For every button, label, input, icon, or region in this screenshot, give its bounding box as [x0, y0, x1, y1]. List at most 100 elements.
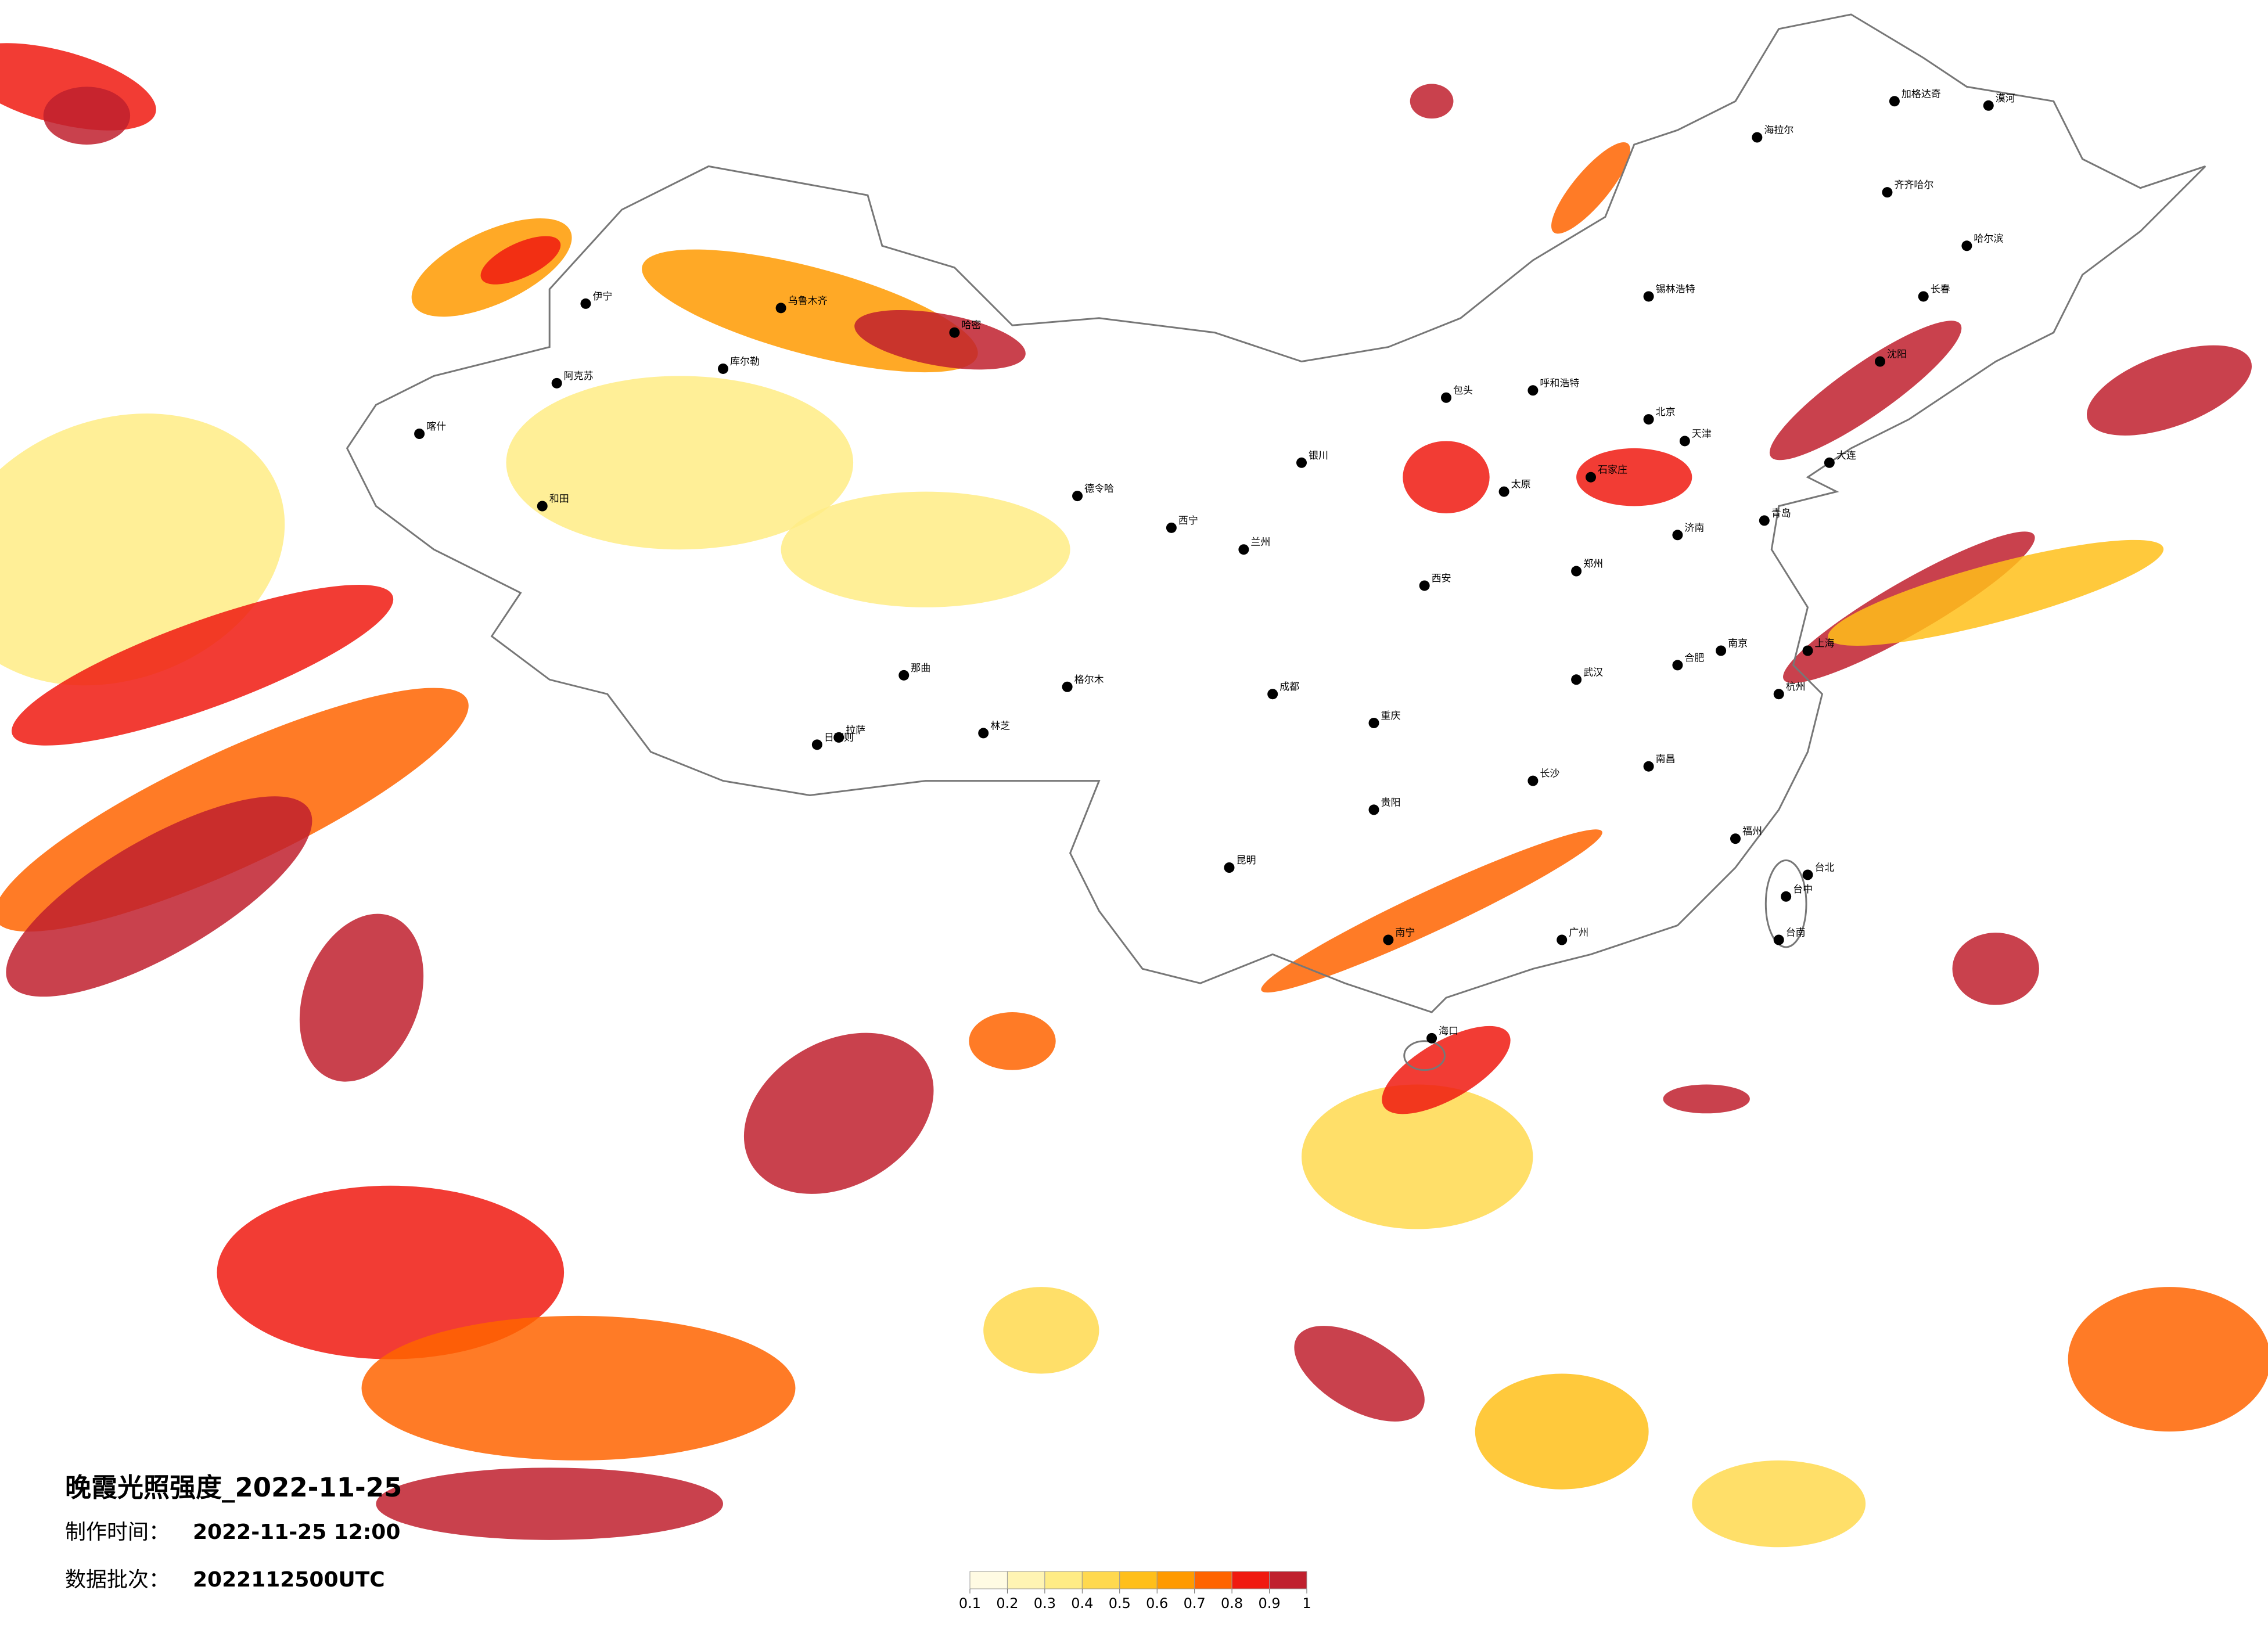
heat-patch	[1302, 1084, 1533, 1229]
heat-patch	[299, 913, 424, 1082]
city-dot	[1166, 522, 1177, 533]
city-dot	[580, 298, 591, 309]
city-dot	[1716, 645, 1727, 656]
city-dot	[1571, 674, 1582, 685]
city-label: 石家庄	[1598, 465, 1627, 476]
city-dot	[833, 732, 844, 743]
city-dot	[1759, 515, 1770, 526]
border-layer	[346, 13, 2206, 1071]
heat-patch	[1692, 1460, 1866, 1548]
city-label: 南昌	[1656, 754, 1676, 765]
city-label: 德令哈	[1084, 483, 1114, 495]
city-dot	[1875, 356, 1885, 367]
legend-swatch	[1269, 1571, 1307, 1589]
heat-patch	[506, 376, 854, 550]
city-label: 喀什	[426, 421, 446, 433]
heat-patch	[1551, 142, 1630, 234]
city-dot	[718, 363, 728, 374]
city-dot	[898, 670, 910, 681]
city-label: 格尔木	[1074, 674, 1104, 686]
city-label: 武汉	[1583, 667, 1603, 678]
city-dot	[1527, 775, 1539, 786]
city-label: 南宁	[1395, 927, 1415, 939]
city-label: 合肥	[1684, 652, 1704, 664]
city-dot	[1824, 457, 1835, 468]
city-label: 海拉尔	[1764, 125, 1793, 136]
heat-patch	[1382, 1026, 1511, 1114]
city-dot	[1679, 436, 1690, 447]
city-dot	[1586, 472, 1596, 483]
island-border	[1403, 1040, 1446, 1071]
city-dot	[1802, 869, 1813, 880]
heat-patch	[1294, 1326, 1425, 1422]
city-label: 呼和浩特	[1540, 377, 1579, 389]
city-label: 重庆	[1381, 710, 1401, 722]
heat-patch	[1828, 539, 2164, 646]
city-label: 库尔勒	[730, 356, 760, 368]
city-label: 昆明	[1237, 855, 1256, 866]
city-label: 包头	[1453, 385, 1473, 397]
city-dot	[1918, 291, 1929, 302]
heat-patch	[781, 491, 1070, 607]
city-dot	[1773, 689, 1784, 700]
legend-swatch	[1231, 1571, 1270, 1589]
city-label: 齐齐哈尔	[1894, 179, 1933, 191]
city-label: 拉萨	[846, 725, 865, 736]
legend-tick-label: 1	[1302, 1595, 1311, 1611]
heat-patch	[1769, 321, 1962, 461]
city-dot	[1419, 580, 1430, 591]
city-label: 哈密	[961, 320, 981, 332]
legend-tick-label: 0.5	[1109, 1595, 1131, 1611]
city-label: 台北	[1815, 862, 1835, 873]
heat-patch	[1410, 84, 1454, 119]
city-dot	[1961, 240, 1972, 251]
city-label: 广州	[1569, 927, 1588, 939]
island-border	[1764, 859, 1807, 948]
city-dot	[1557, 934, 1568, 945]
legend-tick-label: 0.6	[1146, 1595, 1168, 1611]
city-label: 锡林浩特	[1656, 283, 1695, 295]
legend-tick-label: 0.4	[1071, 1595, 1093, 1611]
city-label: 济南	[1684, 522, 1704, 534]
city-label: 成都	[1279, 681, 1299, 693]
heat-patch	[6, 796, 312, 997]
city-label: 上海	[1815, 638, 1835, 650]
city-dot	[1296, 457, 1307, 468]
legend-swatch	[969, 1571, 1008, 1589]
heat-patch	[376, 1467, 723, 1540]
legend-tick-label: 0.2	[996, 1595, 1018, 1611]
city-label: 南京	[1728, 638, 1748, 650]
city-label: 北京	[1656, 406, 1676, 418]
city-dot	[1773, 934, 1784, 945]
city-label: 长春	[1931, 283, 1950, 295]
heat-patch	[983, 1287, 1099, 1374]
city-dot	[551, 377, 562, 388]
city-dot	[811, 739, 822, 750]
city-dot	[1730, 833, 1741, 844]
city-label: 郑州	[1583, 559, 1603, 570]
city-dot	[1527, 385, 1539, 396]
city-dot	[775, 303, 786, 314]
country-border	[346, 13, 2206, 1013]
city-dot	[1441, 392, 1451, 403]
city-label: 林芝	[990, 720, 1010, 732]
heat-patch	[0, 413, 285, 686]
city-label: 兰州	[1250, 537, 1270, 548]
city-dot	[1672, 530, 1683, 541]
legend-swatch	[1194, 1571, 1232, 1589]
city-dot	[1062, 681, 1073, 692]
heat-patch	[854, 310, 1026, 370]
city-label: 日喀则	[824, 732, 854, 743]
city-dot	[1889, 96, 1900, 107]
city-label: 台南	[1786, 927, 1806, 939]
legend-tick-label: 0.8	[1221, 1595, 1243, 1611]
city-label: 杭州	[1786, 681, 1806, 693]
legend-tick-label: 0.3	[1034, 1595, 1056, 1611]
city-label: 西宁	[1178, 515, 1198, 527]
city-dot	[1426, 1033, 1437, 1044]
city-dot	[1643, 291, 1654, 302]
city-dot	[1224, 862, 1235, 873]
city-label: 阿克苏	[564, 370, 594, 382]
heat-patch	[1475, 1373, 1649, 1490]
